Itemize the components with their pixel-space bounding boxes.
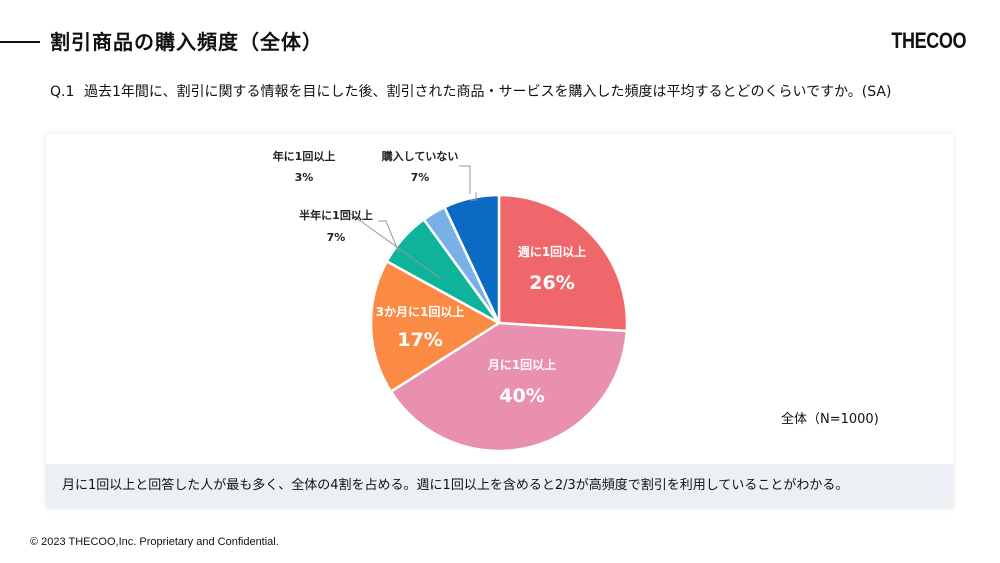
pie-slice	[497, 193, 629, 333]
value-quarterly: 17%	[397, 329, 442, 351]
label-yearly: 年に1回以上	[273, 149, 336, 163]
outside-labels: 年に1回以上 3% 購入していない 7% 半年に1回以上 7%	[273, 149, 459, 244]
inside-labels: 週に1回以上 26% 月に1回以上 40% 3か月に1回以上 17%	[376, 244, 587, 407]
leader-lines	[340, 165, 477, 279]
label-halfyear: 半年に1回以上	[299, 208, 373, 222]
sample-size-label: 全体（N=1000)	[781, 412, 879, 427]
label-weekly: 週に1回以上	[518, 244, 586, 259]
question: Q.1 過去1年間に、割引に関する情報を目にした後、割引された商品・サービスを購…	[50, 80, 944, 104]
chart-panel: 年に1回以上 3% 購入していない 7% 半年に1回以上 7% 週に1回以上 2…	[46, 134, 953, 508]
label-quarterly: 3か月に1回以上	[376, 304, 465, 319]
question-number: Q.1	[50, 84, 75, 100]
label-none: 購入していない	[381, 149, 459, 163]
pie-chart: 年に1回以上 3% 購入していない 7% 半年に1回以上 7% 週に1回以上 2…	[273, 149, 629, 453]
value-monthly: 40%	[499, 385, 544, 407]
thecoo-logo: THECOO	[891, 28, 966, 53]
value-none: 7%	[411, 171, 430, 184]
page-title: 割引商品の購入頻度（全体）	[50, 30, 323, 54]
value-halfyear: 7%	[327, 231, 346, 244]
label-monthly: 月に1回以上	[487, 357, 556, 372]
pie-slice	[369, 259, 502, 394]
copyright-footer: © 2023 THECOO,Inc. Proprietary and Confi…	[30, 536, 279, 548]
title-rule	[0, 41, 40, 43]
question-text: 過去1年間に、割引に関する情報を目にした後、割引された商品・サービスを購入した頻…	[84, 84, 892, 100]
pie-slices	[369, 193, 629, 453]
summary-text: 月に1回以上と回答した人が最も多く、全体の4割を占める。週に1回以上を含めると2…	[46, 464, 953, 508]
value-weekly: 26%	[529, 272, 574, 294]
pie-slice	[442, 193, 501, 324]
value-yearly: 3%	[295, 171, 314, 184]
